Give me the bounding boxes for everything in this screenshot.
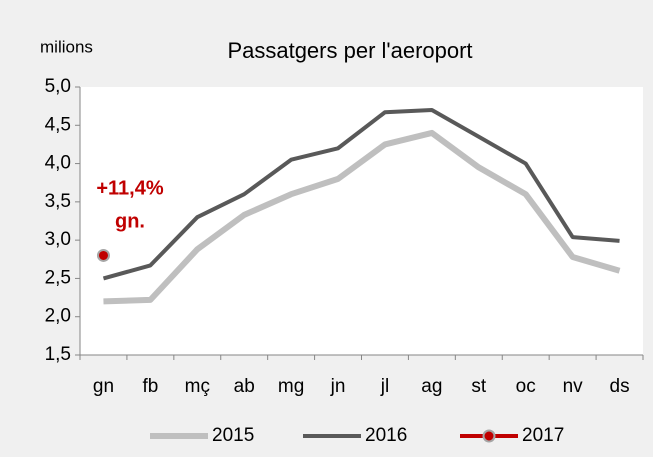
y-tick-label: 3,0 <box>45 229 71 250</box>
y-axis-label: milions <box>40 37 93 56</box>
y-tick-label: 5,0 <box>45 76 71 97</box>
legend-label: 2015 <box>212 425 254 446</box>
x-tick-label: ds <box>610 376 630 397</box>
x-tick-label: gn <box>93 376 114 397</box>
x-tick-label: mg <box>278 376 304 397</box>
y-tick-label: 2,0 <box>45 306 71 327</box>
x-tick-label: oc <box>516 376 536 397</box>
series-line <box>102 107 620 281</box>
y-tick-label: 4,0 <box>45 153 71 174</box>
annotation: +11,4% <box>96 177 164 199</box>
y-tick-label: 3,5 <box>45 191 71 212</box>
series-line <box>103 129 621 305</box>
chart-title: Passatgers per l'aeroport <box>227 38 472 63</box>
x-tick-label: fb <box>142 376 158 397</box>
legend-label: 2017 <box>522 425 564 446</box>
series-marker <box>96 248 110 262</box>
x-tick-label: jn <box>330 376 346 397</box>
y-tick-label: 1,5 <box>45 344 71 365</box>
x-tick-label: ag <box>421 376 442 397</box>
annotation: gn. <box>115 210 145 232</box>
x-tick-label: mç <box>185 376 210 397</box>
legend-marker <box>482 429 496 443</box>
x-tick-label: jl <box>380 376 389 397</box>
y-tick-label: 4,5 <box>45 114 71 135</box>
plot-area <box>80 87 643 355</box>
y-tick-label: 2,5 <box>45 267 71 288</box>
x-tick-label: ab <box>234 376 255 397</box>
x-tick-label: st <box>471 376 487 397</box>
x-tick-label: nv <box>563 376 584 397</box>
legend-label: 2016 <box>365 425 407 446</box>
